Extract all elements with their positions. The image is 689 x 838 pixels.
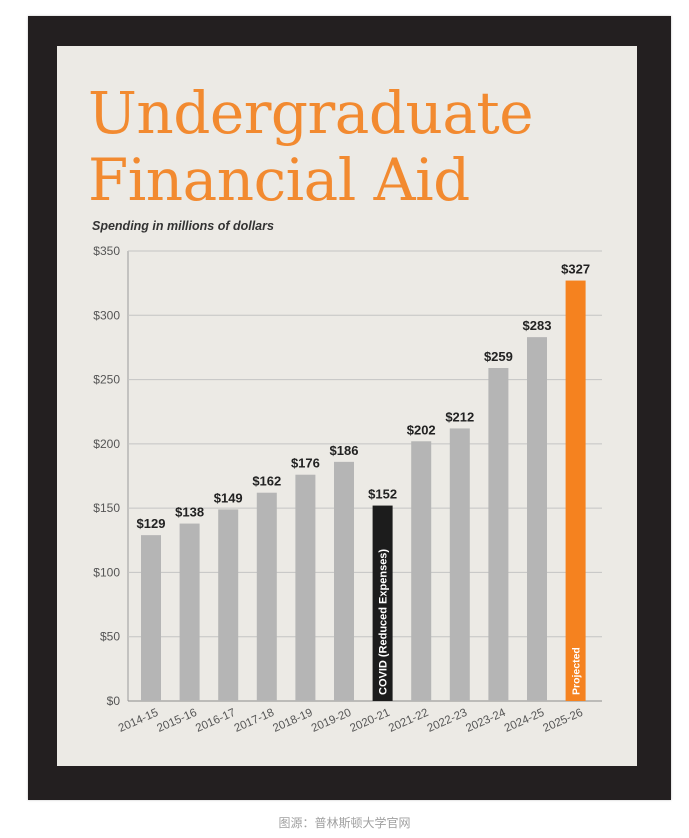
x-tick-label: 2020-21 [348,707,391,735]
value-label: $327 [561,262,590,277]
y-tick-label: $350 [93,244,120,258]
x-tick-label: 2017-18 [233,707,276,735]
bar-annotations: COVID (Reduced Expenses) Projected [378,549,583,695]
x-tick-label: 2016-17 [194,707,237,735]
bar-2020-21 [372,505,393,701]
bar-2024-25 [527,337,547,701]
bar-2017-18 [256,492,277,701]
y-tick-label: $250 [93,373,120,387]
bar-2014-15 [141,535,161,701]
y-tick-label: $150 [93,501,120,515]
x-tick-label: 2025-26 [541,707,584,735]
value-label: $259 [484,349,513,364]
value-label: $149 [214,490,243,505]
bar-2023-24 [488,368,509,701]
y-tick-label: $0 [107,694,121,708]
value-label: $152 [368,487,397,502]
bar-2022-23 [449,428,470,701]
bar-annotation: Projected [571,647,583,695]
value-labels: $129 $138 $149 $162 $176 $186 $152 $202 $212 $259… [137,262,591,532]
x-tick-label: 2014-15 [117,707,160,735]
title-line-1: Undergraduate [88,79,534,147]
y-tick-label: $100 [93,565,120,579]
value-label: $176 [291,456,320,471]
bar-2018-19 [295,474,316,701]
x-axis-tick-labels: 2014-152015-162016-172017-182018-192019-… [117,707,585,735]
x-tick-label: 2024-25 [503,707,546,735]
value-label: $283 [523,318,552,333]
bar-2025-26 [565,280,586,701]
gridlines [127,250,602,702]
y-tick-label: $50 [100,630,120,644]
page-title: Undergraduate Financial Aid [88,79,534,214]
x-tick-label: 2023-24 [464,707,508,735]
value-label: $138 [175,505,204,520]
bar-2019-20 [334,461,354,701]
x-tick-label: 2021-22 [387,707,430,735]
bar-2015-16 [179,523,200,701]
y-axis-tick-labels: $0 $50 $100 $150 $200 $250 $300 $350 [93,244,120,708]
bar-annotation: COVID (Reduced Expenses) [378,549,390,695]
y-tick-label: $200 [93,437,120,451]
bars [141,280,586,701]
value-label: $129 [137,516,166,531]
value-label: $186 [330,443,359,458]
image-credit: 图源：普林斯顿大学官网 [278,816,411,830]
x-tick-label: 2019-20 [310,707,353,735]
x-tick-label: 2022-23 [426,707,469,735]
value-label: $202 [407,422,436,437]
x-tick-label: 2018-19 [271,707,314,735]
chart-subtitle: Spending in millions of dollars [92,219,274,233]
bar-2021-22 [411,441,432,701]
bar-2016-17 [218,509,239,701]
x-tick-label: 2015-16 [155,707,198,735]
value-label: $162 [252,474,281,489]
value-label: $212 [445,409,474,424]
title-line-2: Financial Aid [88,146,470,214]
y-tick-label: $300 [93,308,120,322]
